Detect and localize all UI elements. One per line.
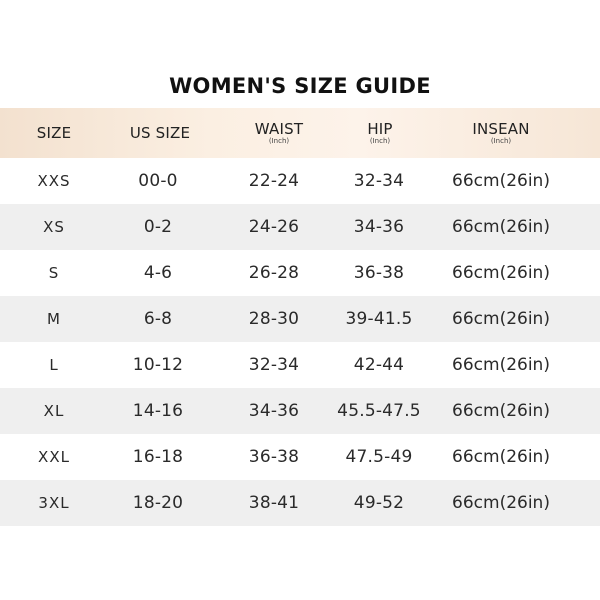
table-header-row: SIZE US SIZE WAIST (Inch) HIP (Inch) INS… [0, 108, 600, 158]
cell-size: S [48, 264, 60, 282]
cell-us-size: 18-20 [132, 493, 184, 513]
cell-hip: 32-34 [353, 171, 405, 191]
column-header-unit: (Inch) [490, 136, 512, 145]
cell-hip: 34-36 [353, 217, 405, 237]
cell-us-size: 16-18 [132, 447, 184, 467]
cell-insean: 66cm(26in) [452, 447, 550, 467]
table-row: S 4-6 26-28 36-38 66cm(26in) [0, 250, 600, 296]
cell-hip: 47.5-49 [345, 447, 413, 467]
cell-hip: 36-38 [353, 263, 405, 283]
table-row: XXL 16-18 36-38 47.5-49 66cm(26in) [0, 434, 600, 480]
cell-hip: 49-52 [353, 493, 405, 513]
cell-size: L [49, 356, 59, 374]
cell-waist: 26-28 [248, 263, 300, 283]
cell-us-size: 14-16 [132, 401, 184, 421]
cell-waist: 22-24 [248, 171, 300, 191]
column-header-label: INSEAN [472, 119, 530, 138]
cell-hip: 42-44 [353, 355, 405, 375]
cell-waist: 28-30 [248, 309, 300, 329]
column-header-label: SIZE [36, 124, 72, 142]
column-header-hip: HIP (Inch) [367, 108, 392, 158]
page-title: WOMEN'S SIZE GUIDE [169, 74, 431, 98]
column-header-label: WAIST [254, 119, 304, 138]
cell-size: XL [43, 402, 65, 420]
cell-us-size: 10-12 [132, 355, 184, 375]
cell-insean: 66cm(26in) [452, 401, 550, 421]
table-row: 3XL 18-20 38-41 49-52 66cm(26in) [0, 480, 600, 526]
cell-insean: 66cm(26in) [452, 493, 550, 513]
cell-insean: 66cm(26in) [452, 171, 550, 191]
size-guide-table: SIZE US SIZE WAIST (Inch) HIP (Inch) INS… [0, 108, 600, 526]
cell-insean: 66cm(26in) [452, 355, 550, 375]
cell-size: 3XL [38, 494, 70, 512]
column-header-unit: (Inch) [268, 136, 290, 145]
cell-waist: 24-26 [248, 217, 300, 237]
cell-us-size: 4-6 [143, 263, 173, 283]
cell-hip: 45.5-47.5 [337, 401, 421, 421]
column-header-size: SIZE [37, 108, 72, 158]
cell-size: XXL [38, 448, 70, 466]
cell-waist: 32-34 [248, 355, 300, 375]
cell-size: XXS [37, 172, 71, 190]
cell-hip: 39-41.5 [345, 309, 413, 329]
cell-waist: 36-38 [248, 447, 300, 467]
cell-size: XS [43, 218, 65, 236]
cell-us-size: 00-0 [138, 171, 178, 191]
cell-us-size: 6-8 [143, 309, 173, 329]
table-row: XXS 00-0 22-24 32-34 66cm(26in) [0, 158, 600, 204]
table-row: XS 0-2 24-26 34-36 66cm(26in) [0, 204, 600, 250]
cell-waist: 38-41 [248, 493, 300, 513]
cell-us-size: 0-2 [143, 217, 173, 237]
column-header-waist: WAIST (Inch) [255, 108, 303, 158]
column-header-label: US SIZE [129, 124, 191, 142]
column-header-label: HIP [367, 119, 393, 138]
table-row: L 10-12 32-34 42-44 66cm(26in) [0, 342, 600, 388]
cell-insean: 66cm(26in) [452, 263, 550, 283]
column-header-us-size: US SIZE [130, 108, 190, 158]
cell-size: M [47, 310, 61, 328]
cell-insean: 66cm(26in) [452, 309, 550, 329]
column-header-unit: (Inch) [369, 136, 391, 145]
table-row: M 6-8 28-30 39-41.5 66cm(26in) [0, 296, 600, 342]
cell-insean: 66cm(26in) [452, 217, 550, 237]
column-header-insean: INSEAN (Inch) [472, 108, 529, 158]
cell-waist: 34-36 [248, 401, 300, 421]
table-row: XL 14-16 34-36 45.5-47.5 66cm(26in) [0, 388, 600, 434]
